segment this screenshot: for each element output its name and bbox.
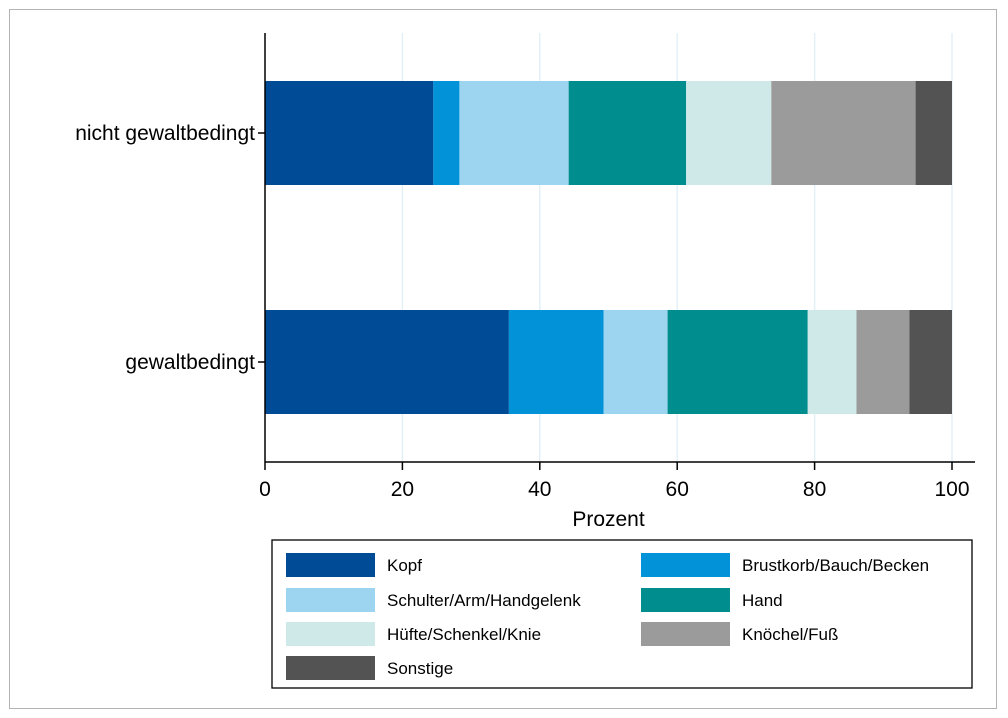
category-label-nicht-gewaltbedingt: nicht gewaltbedingt bbox=[75, 122, 255, 145]
legend-label-knoechel-fuss: Knöchel/Fuß bbox=[742, 625, 838, 644]
x-tick-label-20: 20 bbox=[391, 478, 414, 501]
bar-nicht-gewaltbedingt-sonstige bbox=[916, 81, 952, 185]
bar-gewaltbedingt-brustkorb-bauch-becken bbox=[509, 310, 604, 414]
legend-swatch-kopf bbox=[286, 553, 375, 577]
x-tick-label-80: 80 bbox=[803, 478, 826, 501]
bar-gewaltbedingt-huefte-schenkel-knie bbox=[808, 310, 857, 414]
bar-nicht-gewaltbedingt-schulter-arm-handgelenk bbox=[459, 81, 568, 185]
legend-label-hand: Hand bbox=[742, 591, 783, 610]
x-tick-label-0: 0 bbox=[259, 478, 271, 501]
x-tick-label-40: 40 bbox=[528, 478, 551, 501]
bar-gewaltbedingt-kopf bbox=[265, 310, 509, 414]
bars bbox=[265, 81, 952, 414]
x-axis-title: Prozent bbox=[572, 508, 645, 531]
bar-gewaltbedingt-schulter-arm-handgelenk bbox=[604, 310, 668, 414]
legend-label-schulter-arm-handgelenk: Schulter/Arm/Handgelenk bbox=[387, 591, 581, 610]
category-label-gewaltbedingt: gewaltbedingt bbox=[125, 351, 255, 374]
legend-swatch-brustkorb-bauch-becken bbox=[641, 553, 730, 577]
bar-gewaltbedingt-knoechel-fuss bbox=[857, 310, 910, 414]
bar-nicht-gewaltbedingt-hand bbox=[569, 81, 686, 185]
bar-nicht-gewaltbedingt-kopf bbox=[265, 81, 433, 185]
legend-swatch-schulter-arm-handgelenk bbox=[286, 588, 375, 612]
x-axis-ticks: 0 20 40 60 80 100 bbox=[259, 462, 969, 501]
x-tick-label-60: 60 bbox=[666, 478, 689, 501]
legend-swatch-sonstige bbox=[286, 656, 375, 680]
legend-swatch-hand bbox=[641, 588, 730, 612]
y-axis-labels: nicht gewaltbedingt gewaltbedingt bbox=[75, 122, 265, 374]
bar-gewaltbedingt-sonstige bbox=[909, 310, 952, 414]
bar-nicht-gewaltbedingt-brustkorb-bauch-becken bbox=[433, 81, 459, 185]
legend-label-huefte-schenkel-knie: Hüfte/Schenkel/Knie bbox=[387, 625, 541, 644]
legend-label-kopf: Kopf bbox=[387, 556, 422, 575]
bar-gewaltbedingt-hand bbox=[668, 310, 808, 414]
legend-label-brustkorb-bauch-becken: Brustkorb/Bauch/Becken bbox=[742, 556, 929, 575]
legend-swatch-knoechel-fuss bbox=[641, 622, 730, 646]
bar-nicht-gewaltbedingt-huefte-schenkel-knie bbox=[686, 81, 771, 185]
legend-label-sonstige: Sonstige bbox=[387, 659, 453, 678]
x-tick-label-100: 100 bbox=[934, 478, 969, 501]
bar-nicht-gewaltbedingt-knoechel-fuss bbox=[771, 81, 915, 185]
legend: Kopf Brustkorb/Bauch/Becken Schulter/Arm/H… bbox=[272, 540, 972, 688]
legend-swatch-huefte-schenkel-knie bbox=[286, 622, 375, 646]
